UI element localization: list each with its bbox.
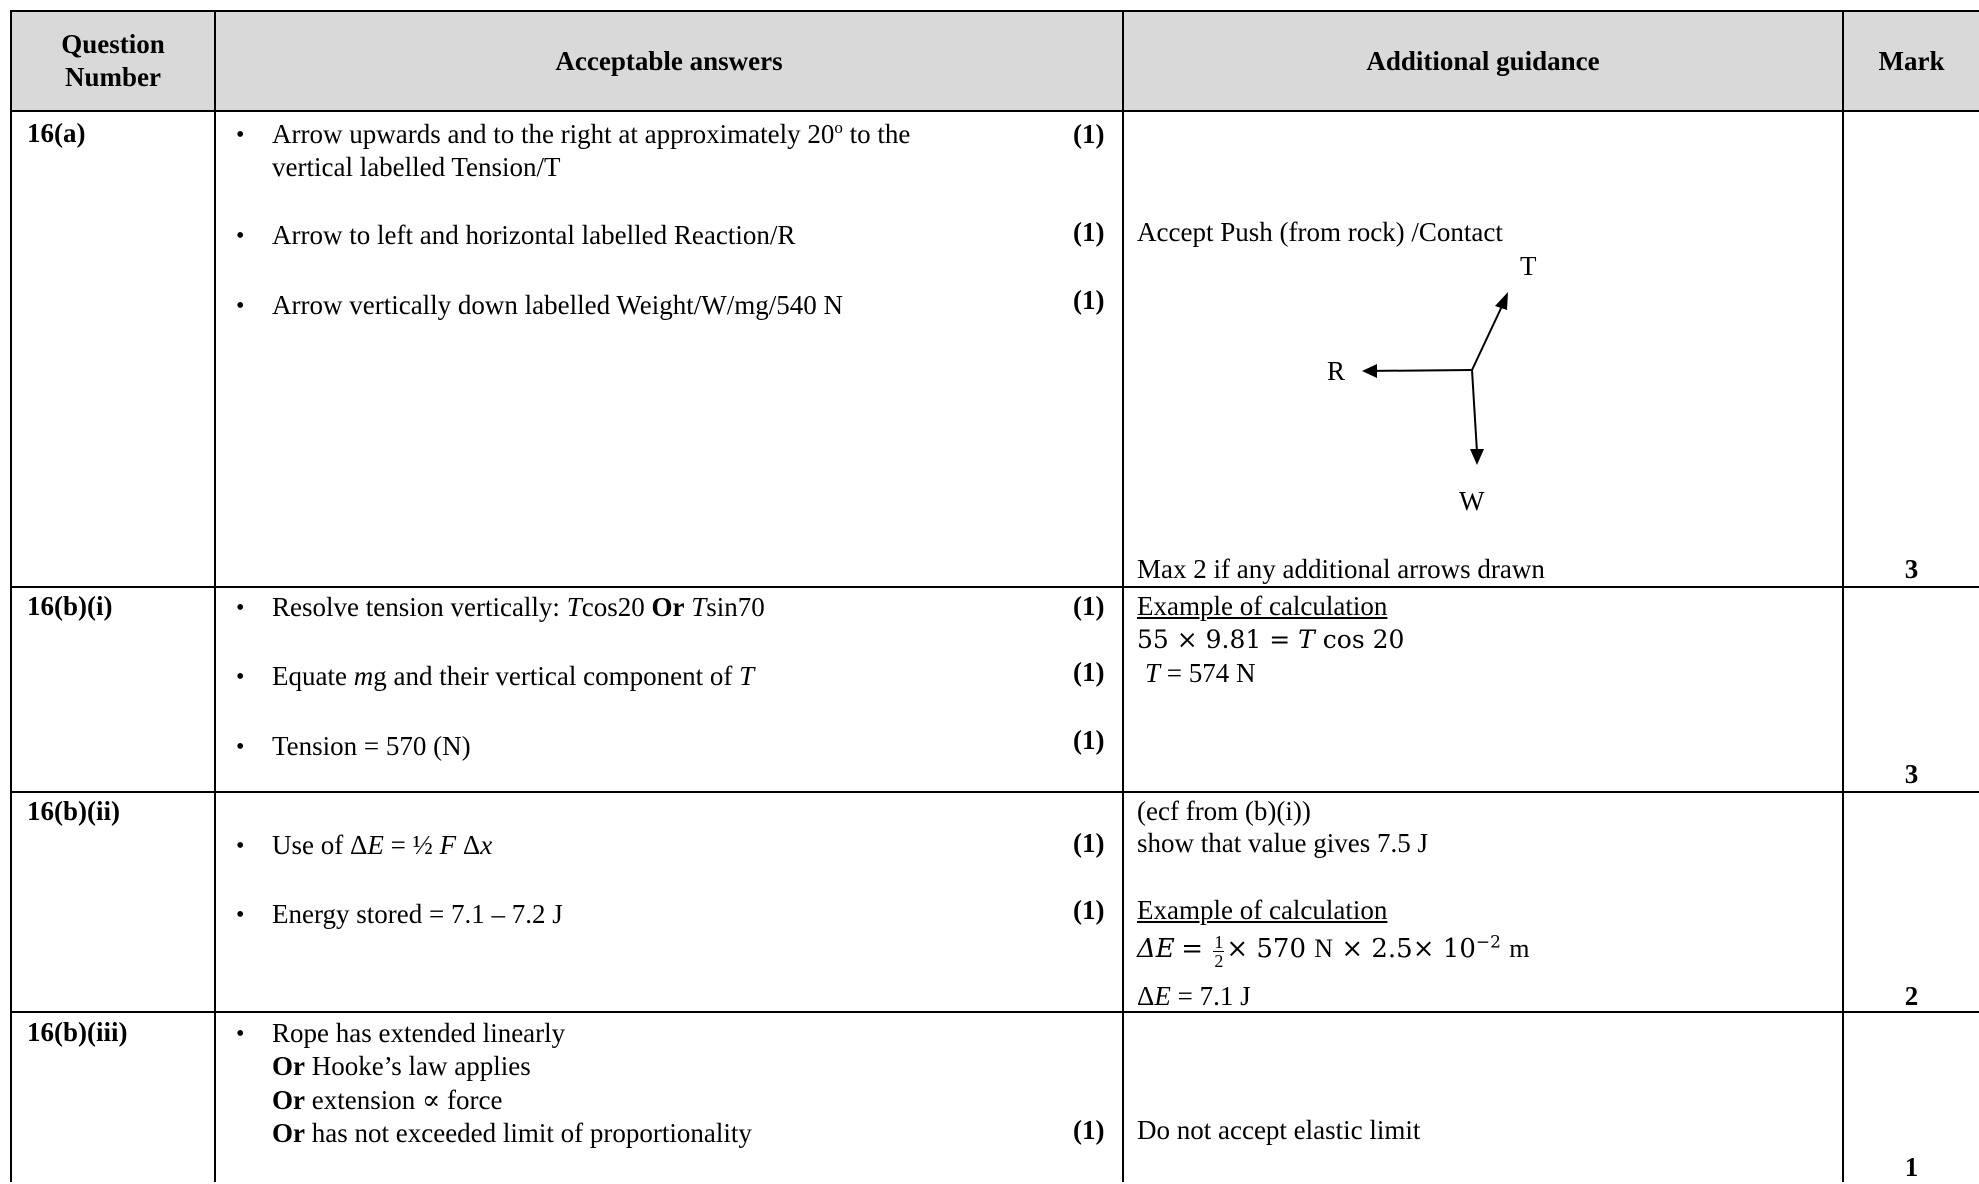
column-divider (214, 10, 216, 1182)
answer-line: Arrow vertically down labelled Weight/W/… (272, 290, 843, 320)
bullet-icon: • (236, 902, 245, 928)
row-divider (10, 791, 1979, 793)
guidance-line: show that value gives 7.5 J (1137, 828, 1428, 858)
guidance-heading: Example of calculation (1137, 591, 1388, 621)
answer-line: Tension = 570 (N) (272, 731, 471, 761)
reaction-label: R (1327, 356, 1345, 386)
answer-line: Use of ΔE = ½ F Δx (272, 830, 493, 860)
question-number: 16(b)(iii) (27, 1017, 128, 1047)
bullet-icon: • (236, 595, 245, 621)
answer-line: Or extension ∝ force (272, 1085, 503, 1115)
answer-line: vertical labelled Tension/T (272, 152, 561, 182)
bullet-icon: • (236, 734, 245, 760)
weight-label: W (1459, 486, 1485, 516)
row-divider (10, 586, 1979, 588)
answer-mark: (1) (1073, 285, 1105, 315)
answer-mark: (1) (1073, 591, 1105, 621)
header-cell-bg (12, 12, 214, 110)
guidance-line: Accept Push (from rock) /Contact (1137, 217, 1503, 247)
row-mark: 2 (1904, 981, 1919, 1011)
answer-line: Arrow upwards and to the right at approx… (272, 118, 911, 149)
answer-line: Arrow to left and horizontal labelled Re… (272, 220, 796, 250)
answer-line: Resolve tension vertically: Tcos20 Or Ts… (272, 592, 765, 622)
answer-mark: (1) (1073, 657, 1105, 687)
question-number: 16(b)(i) (27, 591, 113, 621)
row-mark: 1 (1904, 1152, 1919, 1182)
table-border-top (10, 10, 1979, 12)
bullet-icon: • (236, 293, 245, 319)
answer-line: Equate mg and their vertical component o… (272, 661, 755, 691)
weight-arrowhead (1470, 449, 1484, 465)
row-mark: 3 (1904, 554, 1919, 584)
header-question-number: Question Number (61, 29, 165, 92)
force-diagram: T R W (1327, 251, 1537, 516)
tension-arrowhead (1495, 292, 1508, 310)
header-acceptable-answers: Acceptable answers (555, 46, 783, 76)
guidance-equation: ΔE = 1 2 × 570 N × 2.5× 10−2 m (1137, 931, 1530, 971)
guidance-line: Max 2 if any additional arrows drawn (1137, 554, 1545, 584)
row-mark: 3 (1904, 759, 1919, 789)
answer-mark: (1) (1073, 895, 1105, 925)
bullet-icon: • (236, 1021, 245, 1047)
header-cell-bg (216, 12, 1122, 110)
guidance-line: T = 574 N (1145, 658, 1256, 688)
bullet-icon: • (236, 122, 245, 148)
question-number: 16(b)(ii) (27, 796, 120, 826)
guidance-equation: 55 × 9.81 = T cos 20 (1137, 625, 1405, 654)
answer-line: Or has not exceeded limit of proportiona… (272, 1118, 752, 1148)
guidance-line: (ecf from (b)(i)) (1137, 796, 1311, 826)
header-cell-bg (1124, 12, 1842, 110)
answer-mark: (1) (1073, 725, 1105, 755)
answer-line: Or Hooke’s law applies (272, 1051, 531, 1081)
answer-mark: (1) (1073, 828, 1105, 858)
answer-mark: (1) (1073, 1115, 1105, 1145)
bullet-icon: • (236, 664, 245, 690)
header-mark: Mark (1878, 46, 1945, 76)
table-border-left (10, 10, 12, 1182)
answer-line: Energy stored = 7.1 – 7.2 J (272, 899, 563, 929)
row-divider (10, 1011, 1979, 1013)
column-divider (1842, 10, 1844, 1182)
guidance-heading: Example of calculation (1137, 895, 1388, 925)
bullet-icon: • (236, 223, 245, 249)
reaction-arrowhead (1362, 364, 1377, 378)
header-additional-guidance: Additional guidance (1366, 46, 1600, 76)
column-divider (1122, 10, 1124, 1182)
answer-mark: (1) (1073, 119, 1105, 149)
answer-mark: (1) (1073, 217, 1105, 247)
header-cell-bg (1844, 12, 1979, 110)
guidance-line: Do not accept elastic limit (1137, 1115, 1421, 1145)
reaction-arrow-line (1363, 369, 1473, 372)
weight-arrow-line (1471, 369, 1478, 453)
header-divider (10, 110, 1979, 112)
tension-label: T (1520, 251, 1537, 281)
tension-arrow-line (1471, 303, 1504, 371)
question-number: 16(a) (27, 118, 86, 148)
bullet-icon: • (236, 833, 245, 859)
answer-line: Rope has extended linearly (272, 1018, 566, 1048)
guidance-line: ΔE = 7.1 J (1137, 981, 1251, 1011)
